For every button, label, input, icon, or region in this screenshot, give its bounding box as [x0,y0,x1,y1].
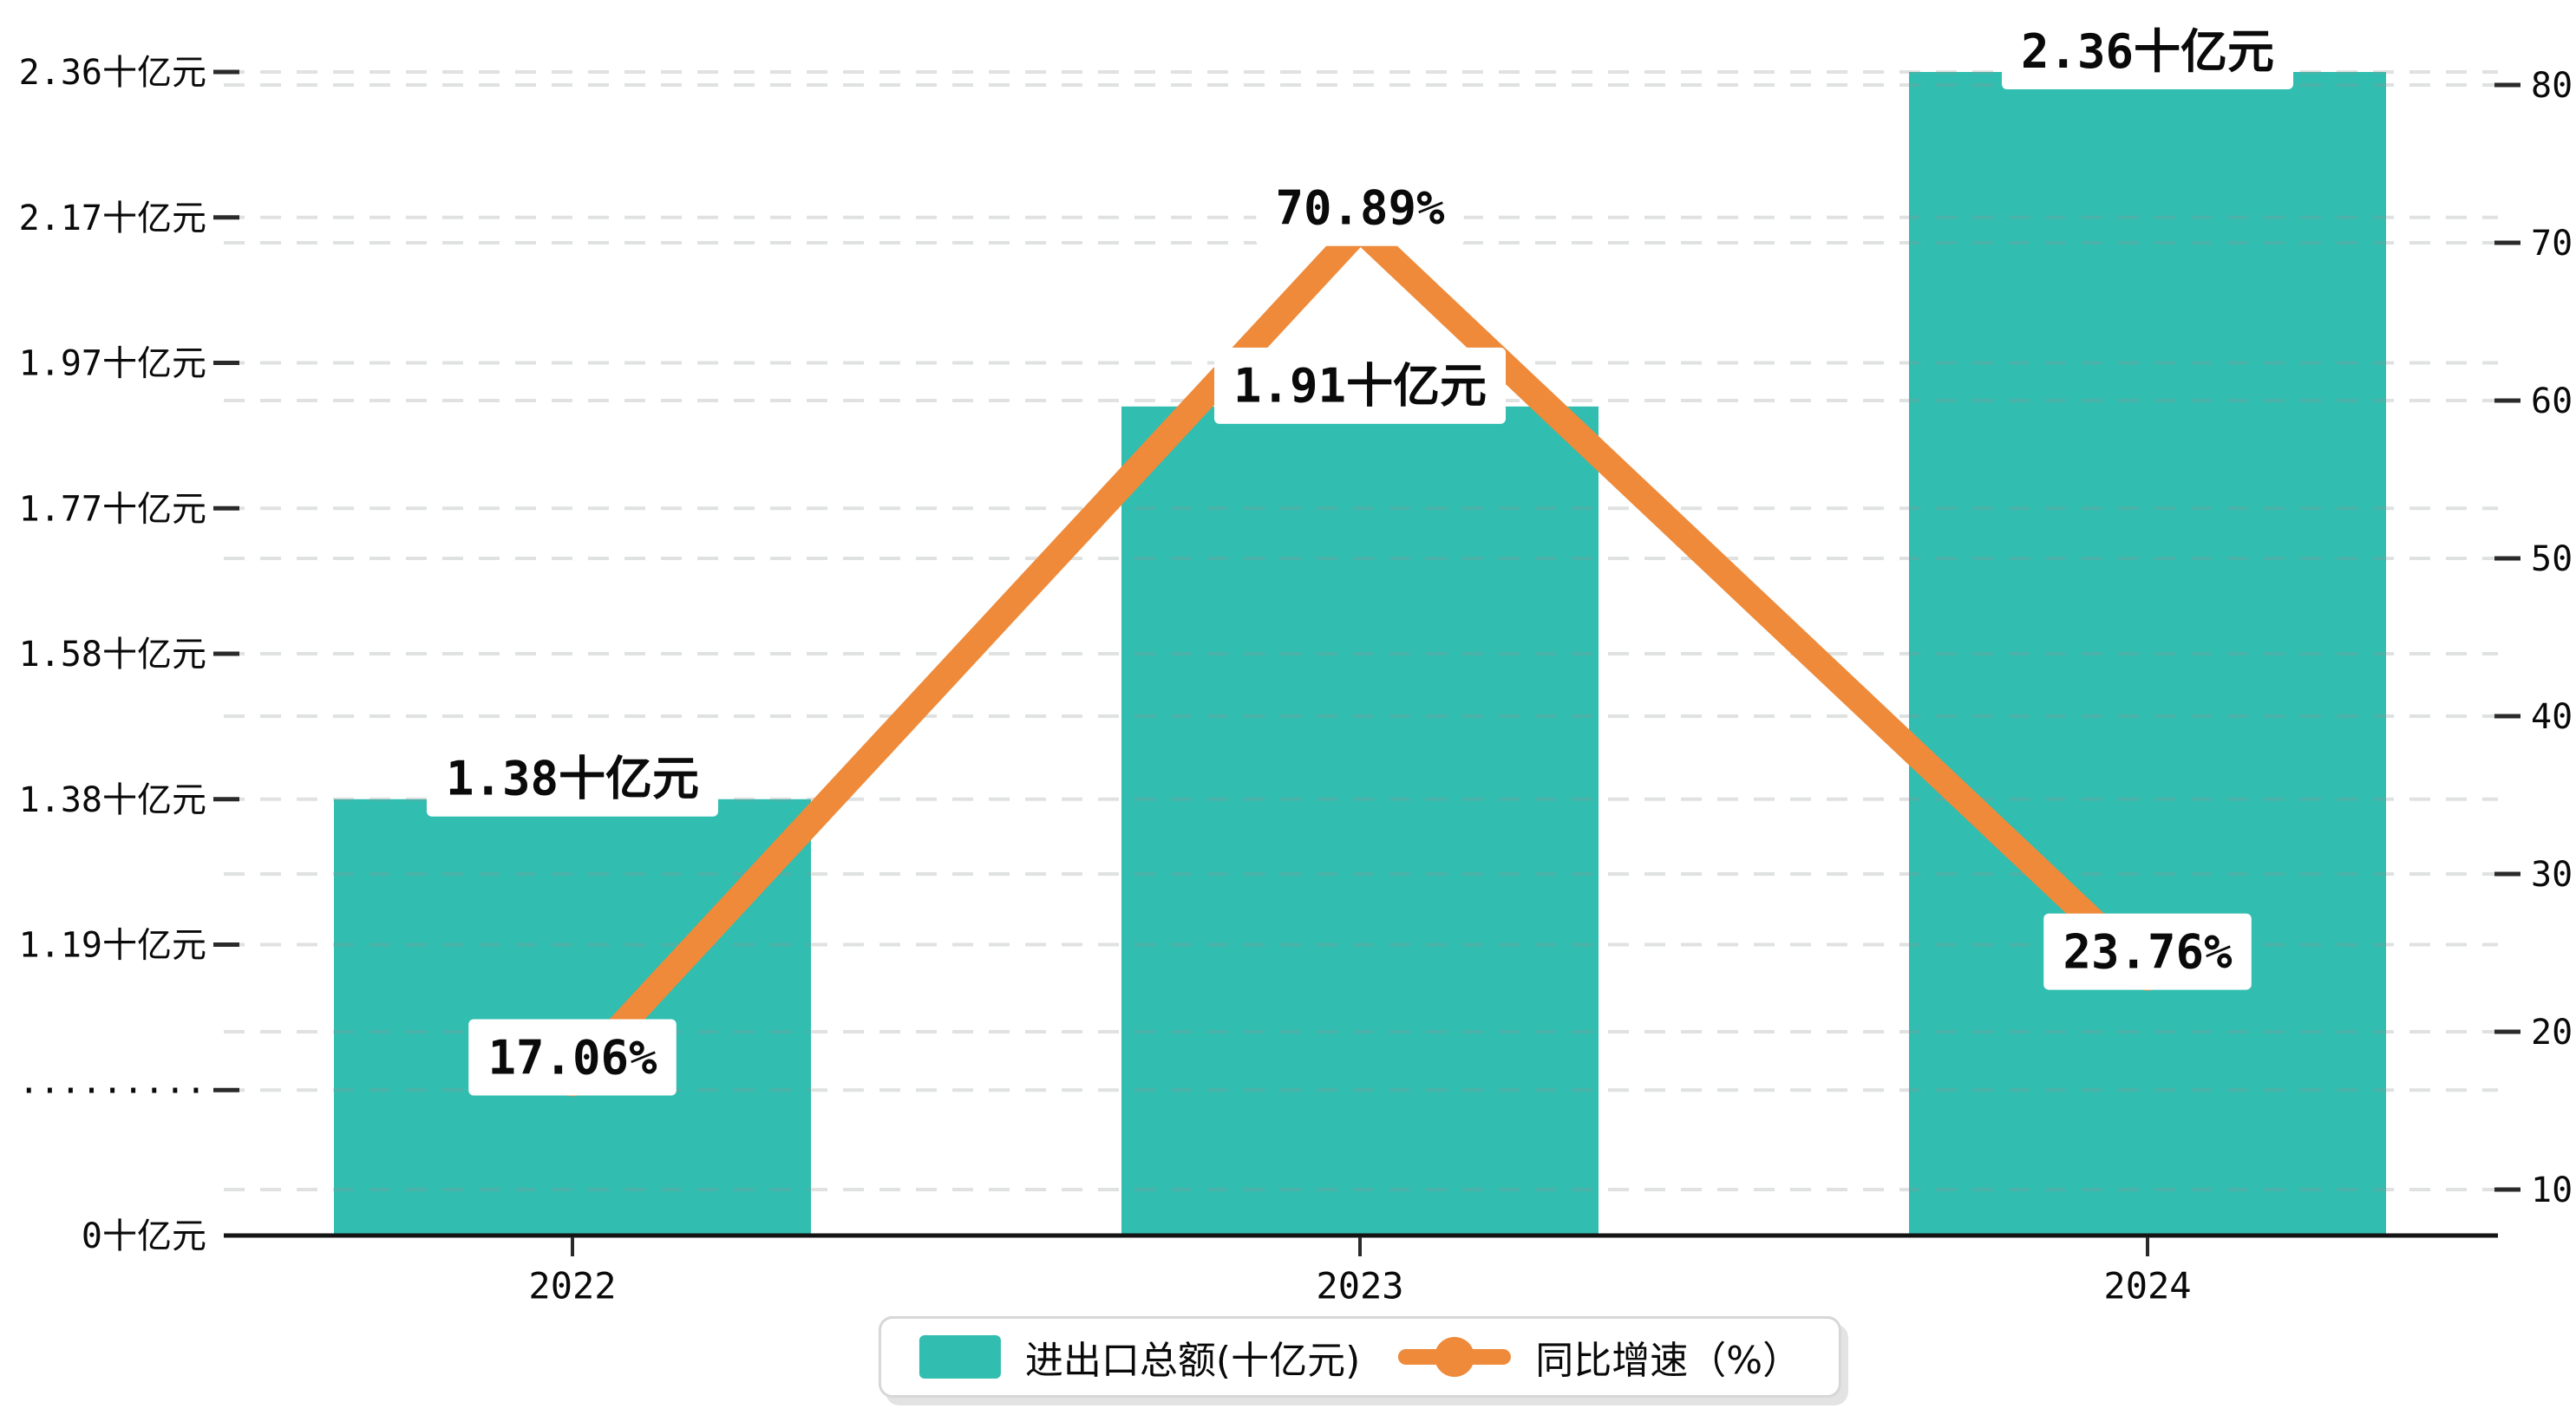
left-axis-label: 2.36十亿元 [19,53,206,93]
bar-label-2023-bg [1213,347,1507,424]
left-axis-label: 2.17十亿元 [19,199,206,238]
right-axis-label: 80 [2531,66,2573,106]
line-label-2023: 70.89% [1256,169,1464,246]
legend-bar-label: 进出口总额(十亿元) [1024,1339,1361,1383]
legend: 进出口总额(十亿元) 同比增速（%） [878,1316,1842,1398]
line-label-2023-bg [1256,169,1464,246]
line-label-2022-bg [468,1019,677,1096]
line-label-2024-bg [2043,913,2252,990]
line-label-2024: 23.76% [2043,913,2252,990]
left-axis-label: 1.19十亿元 [19,926,206,966]
right-axis-label: 20 [2531,1013,2573,1053]
legend-item-line[interactable]: 同比增速（%） [1398,1329,1801,1385]
bar-2022[interactable] [334,799,811,1236]
bar-label-2022: 1.38十亿元 [426,740,719,817]
left-axis-label: 1.38十亿元 [19,780,206,820]
bar-label-2024-bg [2001,13,2294,89]
legend-item-bar[interactable]: 进出口总额(十亿元) [919,1329,1360,1385]
line-label-2023-text: 70.89% [1275,181,1445,236]
bar-series-swatch-icon [919,1335,1001,1379]
legend-line-label: 同比增速（%） [1535,1339,1801,1383]
right-axis-label: 30 [2531,855,2573,895]
line-label-2022: 17.06% [468,1019,677,1096]
right-axis-label: 10 [2531,1170,2573,1210]
left-axis-label: 0十亿元 [82,1216,206,1256]
bar-2024[interactable] [1909,72,2386,1236]
left-axis-label: ········· [18,1071,206,1111]
bar-label-2022-bg [426,740,719,817]
right-axis-label: 50 [2531,539,2573,579]
left-axis-label: 1.58十亿元 [19,635,206,675]
bar-label-2023-text: 1.91十亿元 [1233,359,1487,414]
x-axis-label-2024: 2024 [2103,1265,2191,1307]
bar-label-2024-text: 2.36十亿元 [2021,24,2274,79]
line-series-marker-icon [1398,1334,1512,1379]
bar-label-2022-text: 1.38十亿元 [446,752,699,806]
right-axis-label: 60 [2531,381,2573,421]
bar-label-2024: 2.36十亿元 [2001,13,2294,89]
line-label-2022-text: 17.06% [487,1030,657,1085]
left-axis-label: 1.77十亿元 [19,489,206,529]
left-axis-label: 1.97十亿元 [19,344,206,384]
bar-label-2023: 1.91十亿元 [1213,347,1507,424]
line-label-2024-text: 23.76% [2063,924,2233,979]
right-axis-label: 70 [2531,224,2573,264]
right-axis-label: 40 [2531,697,2573,737]
x-axis-label-2023: 2023 [1316,1265,1403,1307]
bar-2023[interactable] [1121,406,1599,1236]
x-axis-label-2022: 2022 [528,1265,616,1307]
